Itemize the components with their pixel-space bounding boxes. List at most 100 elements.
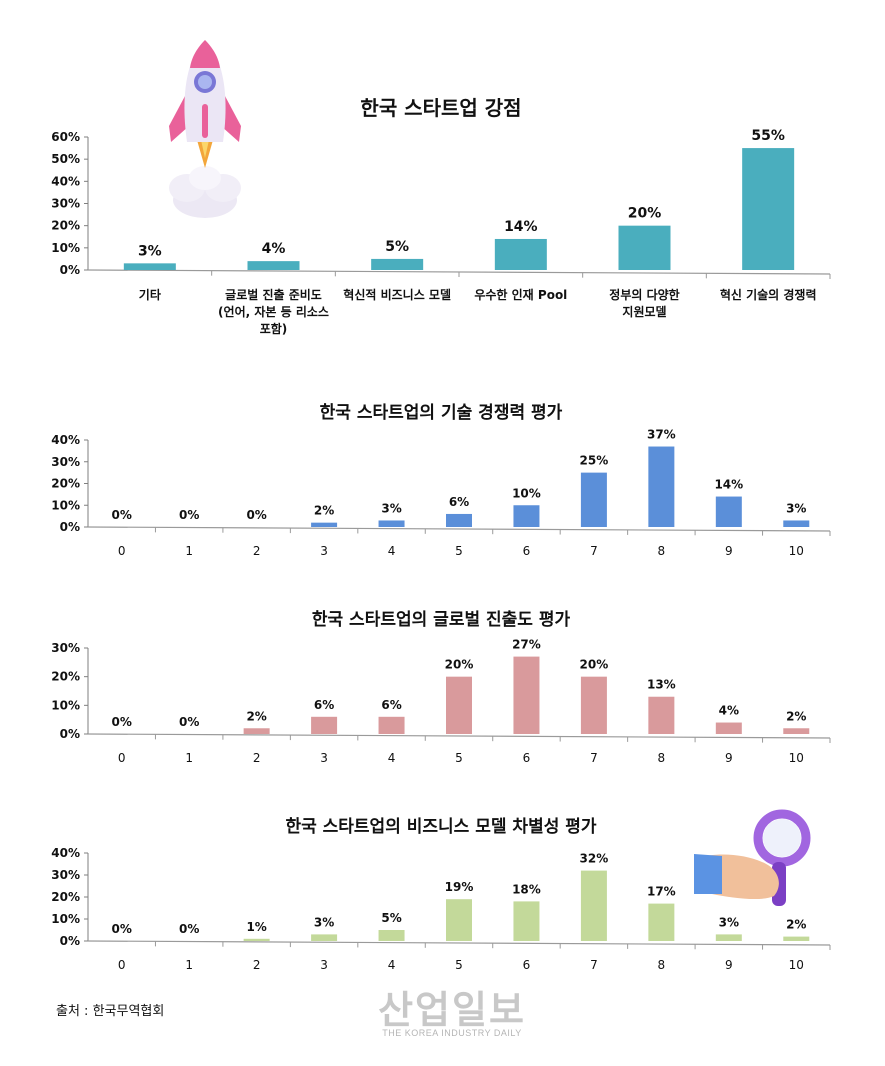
x-tick-label: 2	[253, 958, 261, 972]
x-tick-label-line: 8	[658, 544, 666, 558]
x-tick-label: 7	[590, 958, 598, 972]
x-tick-label-line: (언어, 자본 등 리소스	[218, 304, 329, 319]
data-label: 2%	[786, 918, 806, 932]
x-tick-label-line: 3	[320, 751, 328, 765]
data-label: 20%	[628, 206, 662, 222]
data-label: 5%	[381, 911, 401, 925]
y-tick-label: 30%	[51, 641, 80, 655]
x-tick-label-line: 10	[789, 751, 804, 765]
x-tick-label-line: 5	[455, 544, 463, 558]
data-label: 3%	[786, 501, 806, 515]
x-tick-label: 9	[725, 958, 733, 972]
x-tick-label-line: 4	[388, 751, 396, 765]
y-tick-label: 20%	[51, 890, 80, 904]
x-tick-label: 우수한 인재 Pool	[474, 287, 567, 302]
data-label: 18%	[512, 882, 541, 896]
x-tick-label-line: 정부의 다양한	[609, 287, 679, 302]
bar	[378, 930, 405, 941]
x-axis-line	[87, 940, 831, 946]
y-tick-label: 10%	[51, 698, 80, 712]
data-label: 0%	[246, 508, 266, 522]
x-tick-label-line: 기타	[139, 287, 161, 302]
data-label: 2%	[786, 709, 806, 723]
x-tick-label: 0	[118, 751, 126, 765]
bar	[247, 261, 300, 270]
data-label: 2%	[246, 709, 266, 723]
x-tick-label: 7	[590, 544, 598, 558]
bar	[311, 934, 338, 941]
x-tick-label: 8	[658, 751, 666, 765]
x-tick-label-line: 3	[320, 958, 328, 972]
x-tick-label: 5	[455, 958, 463, 972]
data-label: 3%	[314, 915, 334, 929]
x-tick-label: 7	[590, 751, 598, 765]
x-axis-line	[87, 733, 831, 739]
bar	[513, 656, 540, 734]
x-tick-label-line: 8	[658, 958, 666, 972]
data-label: 5%	[385, 239, 409, 255]
x-tick-label-line: 지원모델	[622, 304, 666, 319]
x-tick-label-line: 혁신적 비즈니스 모델	[343, 287, 451, 302]
data-label: 55%	[751, 128, 785, 144]
data-label: 0%	[179, 508, 199, 522]
x-tick-label-line: 6	[523, 751, 531, 765]
y-tick-label: 40%	[51, 846, 80, 860]
y-tick-label: 40%	[51, 174, 80, 188]
x-tick-label: 6	[523, 544, 531, 558]
y-tick-label: 30%	[51, 197, 80, 211]
x-tick-label: 3	[320, 751, 328, 765]
bar	[648, 696, 675, 734]
data-label: 13%	[647, 678, 676, 692]
data-label: 20%	[580, 658, 609, 672]
watermark-main: 산업일보	[378, 987, 526, 1032]
x-tick-label-line: 7	[590, 544, 598, 558]
bar	[580, 676, 607, 734]
x-tick-label: 8	[658, 544, 666, 558]
bar	[783, 520, 810, 527]
x-tick-label: 10	[789, 751, 804, 765]
y-tick-label: 10%	[51, 912, 80, 926]
y-tick-label: 20%	[51, 670, 80, 684]
bar	[715, 496, 742, 527]
data-label: 0%	[112, 715, 132, 729]
bar	[311, 522, 338, 527]
x-tick-label-line: 글로벌 진출 준비도	[225, 287, 322, 302]
data-label: 20%	[445, 658, 474, 672]
data-label: 0%	[179, 715, 199, 729]
data-label: 3%	[719, 915, 739, 929]
bar	[243, 728, 270, 734]
bar	[378, 716, 405, 734]
watermark-sub: THE KOREA INDUSTRY DAILY	[382, 1028, 522, 1038]
x-tick-label: 5	[455, 544, 463, 558]
x-tick-label-line: 5	[455, 751, 463, 765]
x-tick-label-line: 3	[320, 544, 328, 558]
data-label: 1%	[246, 920, 266, 934]
x-tick-label-line: 1	[185, 751, 193, 765]
x-tick-label-line: 9	[725, 544, 733, 558]
x-tick-label: 8	[658, 958, 666, 972]
data-label: 6%	[381, 698, 401, 712]
x-tick-label: 10	[789, 958, 804, 972]
x-tick-label: 1	[185, 751, 193, 765]
y-tick-label: 30%	[51, 455, 80, 469]
x-tick-label-line: 7	[590, 751, 598, 765]
chart-title: 한국 스타트업의 글로벌 진출도 평가	[312, 610, 571, 630]
x-tick-label: 0	[118, 544, 126, 558]
data-label: 2%	[314, 504, 334, 518]
watermark: 산업일보 THE KOREA INDUSTRY DAILY	[362, 987, 542, 1039]
x-tick-label-line: 10	[789, 544, 804, 558]
data-label: 0%	[179, 922, 199, 936]
x-axis-line	[87, 526, 831, 532]
x-tick-label-line: 9	[725, 751, 733, 765]
bar	[446, 899, 472, 941]
rocket-icon	[169, 40, 241, 218]
x-tick-label: 4	[388, 544, 396, 558]
bar	[494, 238, 547, 270]
x-tick-label: 4	[388, 751, 396, 765]
x-tick-label: 6	[523, 958, 531, 972]
x-tick-label-line: 우수한 인재 Pool	[474, 287, 567, 302]
x-tick-label: 4	[388, 958, 396, 972]
y-tick-label: 0%	[60, 727, 80, 741]
bar	[783, 728, 810, 734]
